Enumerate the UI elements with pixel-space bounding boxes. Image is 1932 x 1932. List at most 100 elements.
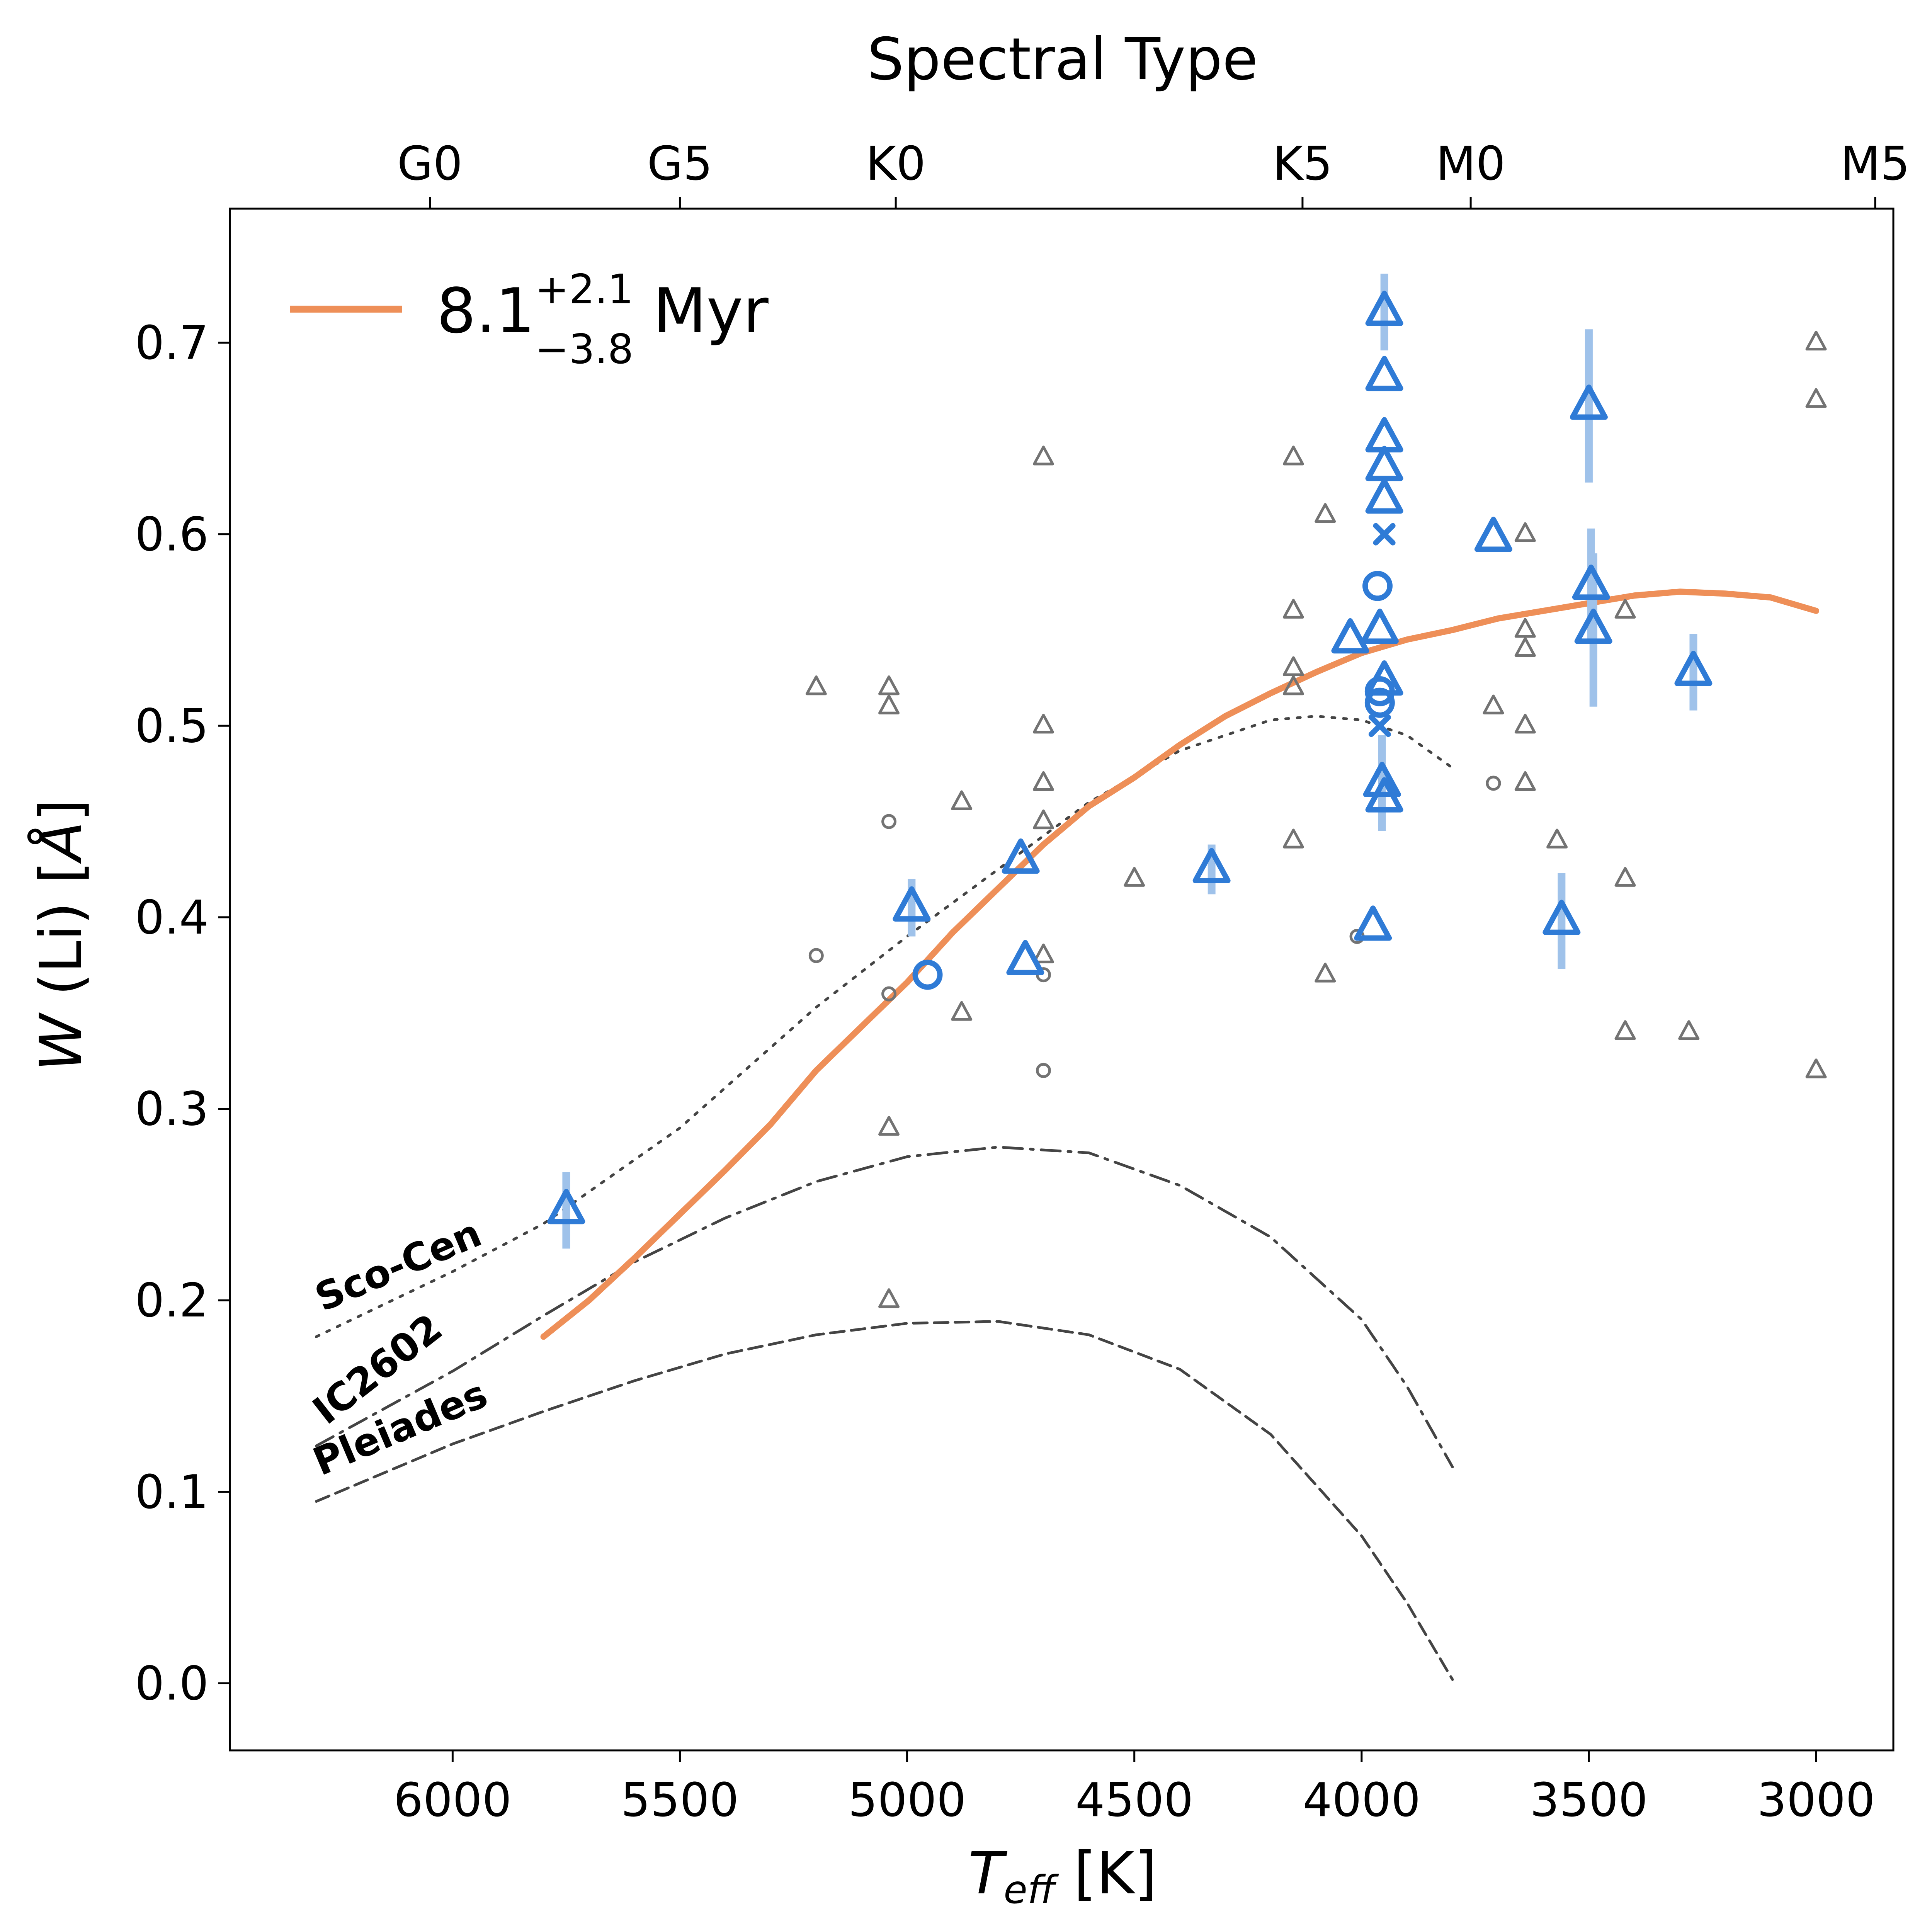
comparison-point [881, 814, 897, 829]
y-tick-label: 0.6 [135, 508, 209, 562]
comparison-point [808, 948, 824, 963]
member-point [1364, 676, 1395, 707]
model-age-curve [540, 588, 1820, 1340]
legend-value: 8.1 [437, 275, 535, 347]
spectral-tick-label: M5 [1840, 137, 1910, 191]
member-point [1365, 355, 1403, 391]
x-tick-label: 6000 [394, 1774, 512, 1827]
y-axis-ticks: 0.0 0.1 0.2 0.3 0.4 0.5 0.6 0.7 [135, 316, 230, 1711]
comparison-point [878, 1288, 900, 1308]
comparison-point [951, 790, 973, 810]
comparison-point [1805, 1058, 1827, 1078]
comparison-point [1546, 828, 1568, 849]
x-tick-label: 4000 [1303, 1774, 1420, 1827]
member-point [1365, 291, 1403, 326]
plot-frame [229, 207, 1895, 1752]
comparison-point [1282, 656, 1304, 676]
comparison-point [805, 675, 827, 696]
comparison-point [1483, 694, 1504, 714]
comparison-point [1805, 330, 1827, 351]
pleiades-curve [315, 1320, 1454, 1681]
comparison-point [1514, 618, 1536, 638]
legend: 8.1+2.1 −3.8 Myr [290, 266, 769, 373]
x-axis-title-main: T [968, 1840, 1008, 1907]
x-axis-title-unit: [K] [1055, 1840, 1157, 1907]
y-axis-title-italic: W [28, 1012, 95, 1071]
member-point [1574, 609, 1612, 644]
member-point [1570, 384, 1608, 420]
member-point [1002, 838, 1040, 874]
comparison-point [1514, 714, 1536, 734]
comparison-point [1282, 599, 1304, 619]
member-point [1363, 762, 1401, 797]
y-axis-title: W (Li) [Å] [27, 799, 95, 1071]
legend-sub: −3.8 [535, 326, 633, 373]
spectral-tick-label: K5 [1272, 137, 1332, 191]
x-axis-title: Teff [K] [968, 1840, 1157, 1912]
comparison-point [1032, 809, 1054, 830]
spectral-tick-label: G5 [647, 137, 713, 191]
comparison-point [1805, 388, 1827, 408]
comparison-point [1036, 1063, 1051, 1078]
data-points [547, 291, 1827, 1308]
y-tick-label: 0.5 [135, 699, 209, 753]
y-tick-label: 0.4 [135, 891, 209, 945]
y-tick-label: 0.1 [135, 1466, 209, 1519]
y-tick-label: 0.3 [135, 1083, 209, 1136]
comparison-point [1032, 943, 1054, 964]
legend-sup: +2.1 [535, 266, 633, 313]
member-point [1361, 609, 1399, 644]
x-tick-label: 3000 [1757, 1774, 1875, 1827]
model-curve-group [540, 588, 1820, 1340]
top-axis-title: Spectral Type [867, 26, 1258, 93]
comparison-point [1514, 771, 1536, 791]
comparison-point [1032, 446, 1054, 466]
comparison-point [1282, 675, 1304, 696]
comparison-point [1514, 637, 1536, 657]
member-point [1373, 523, 1396, 546]
member-point [1331, 618, 1369, 654]
member-point [912, 959, 943, 990]
comparison-point [1032, 714, 1054, 734]
member-point [1362, 571, 1393, 601]
comparison-point [1315, 963, 1336, 983]
spectral-type-ticks: G0 G5 K0 K5 M0 M5 [397, 137, 1910, 209]
y-axis-title-close: ] [28, 799, 95, 821]
comparison-point [1486, 776, 1501, 791]
member-point [547, 1189, 585, 1225]
comparison-point [878, 1116, 900, 1136]
y-axis-title-rest: (Li) [ [28, 861, 95, 1014]
comparison-point [881, 986, 897, 1002]
comparison-point [1614, 599, 1636, 619]
member-point [1192, 848, 1231, 883]
spectral-tick-label: G0 [397, 137, 463, 191]
comparison-point [1282, 446, 1304, 466]
x-axis-ticks: 6000 5500 5000 4500 4000 3500 3000 [394, 1750, 1875, 1827]
y-axis-title-unit: Å [27, 821, 95, 864]
member-point [1368, 714, 1391, 737]
x-axis-title-sub: eff [1003, 1867, 1059, 1912]
ic2602-curve [315, 1146, 1454, 1468]
comparison-point [1678, 1020, 1700, 1040]
comparison-point [878, 675, 900, 696]
legend-label: 8.1+2.1 −3.8 Myr [437, 266, 769, 373]
comparison-point [1514, 522, 1536, 542]
spectral-tick-label: M0 [1436, 137, 1505, 191]
member-point [1674, 651, 1713, 686]
y-tick-label: 0.2 [135, 1274, 209, 1328]
comparison-point [951, 1001, 973, 1021]
y-tick-label: 0.0 [135, 1657, 209, 1711]
comparison-point [1124, 867, 1145, 887]
member-point [1364, 687, 1395, 718]
member-point [1474, 517, 1512, 552]
y-tick-label: 0.7 [135, 316, 209, 370]
member-point [1006, 940, 1044, 975]
member-point [1572, 565, 1610, 600]
comparison-point [1282, 828, 1304, 849]
member-point [1365, 478, 1403, 514]
legend-unit: Myr [633, 275, 769, 347]
member-point [1365, 777, 1403, 813]
x-tick-label: 4500 [1075, 1774, 1193, 1827]
